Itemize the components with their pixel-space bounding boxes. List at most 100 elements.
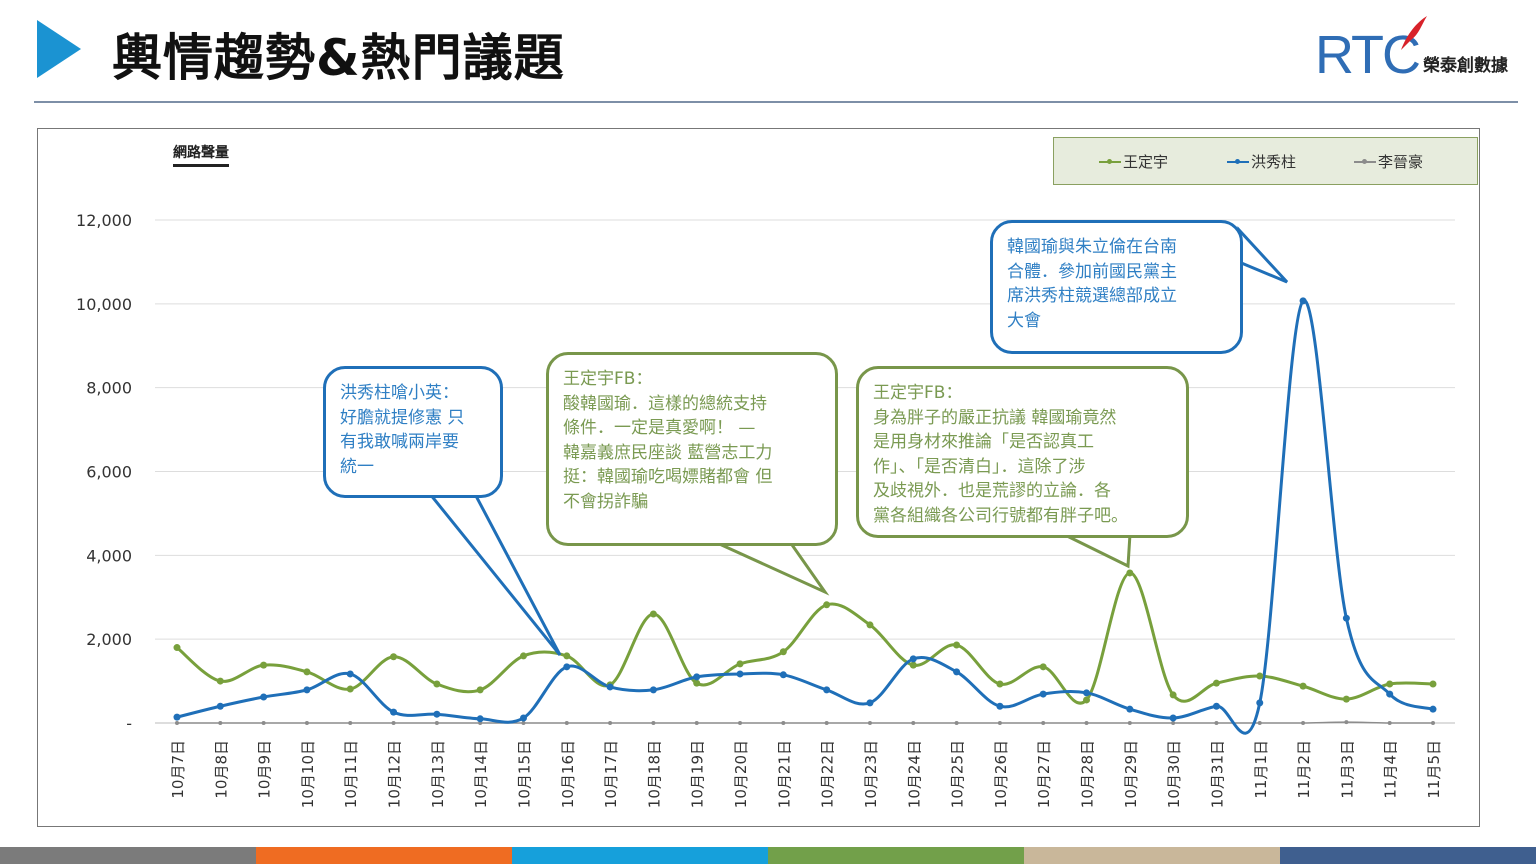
data-point [1299, 682, 1307, 690]
data-point [954, 721, 959, 725]
data-point [608, 721, 613, 725]
x-tick-label: 10月17日 [602, 740, 620, 808]
y-tick-label: 12,000 [76, 211, 132, 230]
callout-tail [1062, 532, 1132, 569]
legend-item-hung: 洪秀柱 [1227, 151, 1296, 172]
data-point [953, 668, 961, 676]
footer-bar-tan [1024, 847, 1280, 864]
data-point [866, 621, 874, 629]
logo-subtitle: 榮泰創數據 [1423, 56, 1508, 76]
y-tick-label: 10,000 [76, 295, 132, 314]
data-point [1342, 614, 1350, 622]
callout-tail [1237, 226, 1289, 284]
data-point [651, 721, 656, 725]
callout-tail [426, 492, 562, 656]
x-tick-label: 10月22日 [819, 740, 837, 808]
legend-swatch [1099, 158, 1121, 164]
chart-frame [37, 128, 1480, 827]
data-point [1039, 663, 1047, 671]
x-tick-label: 10月16日 [559, 740, 577, 808]
data-point [824, 721, 829, 725]
data-point [260, 661, 268, 669]
header-divider [34, 101, 1518, 103]
play-arrow-icon [37, 20, 81, 78]
data-point [736, 660, 744, 668]
data-point [1342, 695, 1350, 703]
x-tick-label: 10月24日 [905, 740, 923, 808]
x-tick-label: 10月26日 [992, 740, 1010, 808]
data-point [736, 670, 744, 678]
data-point [348, 721, 353, 725]
data-point [867, 721, 872, 725]
data-point [953, 641, 961, 649]
callout-tail [714, 540, 830, 596]
x-tick-label: 10月9日 [256, 740, 274, 799]
footer-bar-gray [0, 847, 256, 864]
data-point [694, 721, 699, 725]
data-point [1083, 689, 1091, 697]
callout-wang-2: 王定宇FB： 身為胖子的嚴正抗議 韓國瑜竟然 是用身材來推論「是否認真工 作」、… [856, 366, 1189, 538]
x-tick-label: 11月2日 [1295, 740, 1313, 799]
footer-bar-navy [1280, 847, 1536, 864]
x-tick-label: 10月15日 [515, 740, 533, 808]
data-point [996, 702, 1004, 710]
data-point [606, 683, 614, 691]
data-point [1256, 699, 1264, 707]
x-tick-label: 10月23日 [862, 740, 880, 808]
data-point [563, 663, 571, 671]
data-point [823, 686, 831, 694]
company-logo: RTC 榮泰創數據 [1315, 14, 1530, 85]
y-tick-label: 6,000 [86, 463, 132, 482]
legend-item-lee: 李晉豪 [1354, 151, 1423, 172]
data-point [1169, 691, 1177, 699]
data-point [521, 721, 526, 725]
data-point [434, 721, 439, 725]
x-tick-label: 10月13日 [429, 740, 447, 808]
y-tick-label: 8,000 [86, 379, 132, 398]
data-point [1084, 721, 1089, 725]
data-point [1299, 297, 1307, 305]
data-point [563, 652, 571, 660]
data-point [564, 721, 569, 725]
x-tick-label: 10月20日 [732, 740, 750, 808]
data-point [175, 721, 179, 725]
footer-bar-orange [256, 847, 512, 864]
data-point [173, 644, 181, 652]
x-tick-label: 10月25日 [949, 740, 967, 808]
data-point [1344, 720, 1349, 725]
callout-hung-2: 韓國瑜與朱立倫在台南 合體．參加前國民黨主 席洪秀柱競選總部成立 大會 [990, 220, 1243, 354]
x-tick-label: 10月29日 [1122, 740, 1140, 808]
legend-swatch [1227, 158, 1249, 164]
data-point [693, 679, 701, 687]
legend-label: 王定宇 [1123, 153, 1169, 171]
data-point [866, 699, 874, 707]
x-tick-label: 10月21日 [775, 740, 793, 808]
page-title: 輿情趨勢&熱門議題 [112, 29, 565, 87]
data-point [1386, 680, 1394, 688]
data-point [996, 680, 1004, 688]
data-point [1214, 721, 1219, 725]
data-point [218, 721, 223, 725]
x-tick-label: 11月4日 [1382, 740, 1400, 799]
x-tick-label: 10月18日 [645, 740, 663, 808]
callout-wang-1: 王定宇FB： 酸韓國瑜．這樣的總統支持 條件．一定是真愛啊！ — 韓嘉義庶民座談… [546, 352, 838, 546]
data-point [433, 680, 441, 688]
x-tick-label: 10月31日 [1208, 740, 1226, 808]
x-tick-label: 10月7日 [169, 740, 187, 799]
data-point [346, 685, 354, 693]
legend-label: 洪秀柱 [1251, 153, 1297, 171]
data-point [260, 693, 268, 701]
data-point [738, 721, 743, 725]
data-point [476, 715, 484, 723]
y-axis-label: 網路聲量 [173, 142, 229, 167]
data-point [1171, 721, 1176, 725]
data-point [173, 713, 181, 721]
data-point [1301, 721, 1306, 725]
data-point [261, 721, 266, 725]
data-point [649, 610, 657, 618]
data-point [216, 702, 224, 710]
footer-bar-green [768, 847, 1024, 864]
data-point [433, 710, 441, 718]
data-point [1127, 721, 1132, 725]
